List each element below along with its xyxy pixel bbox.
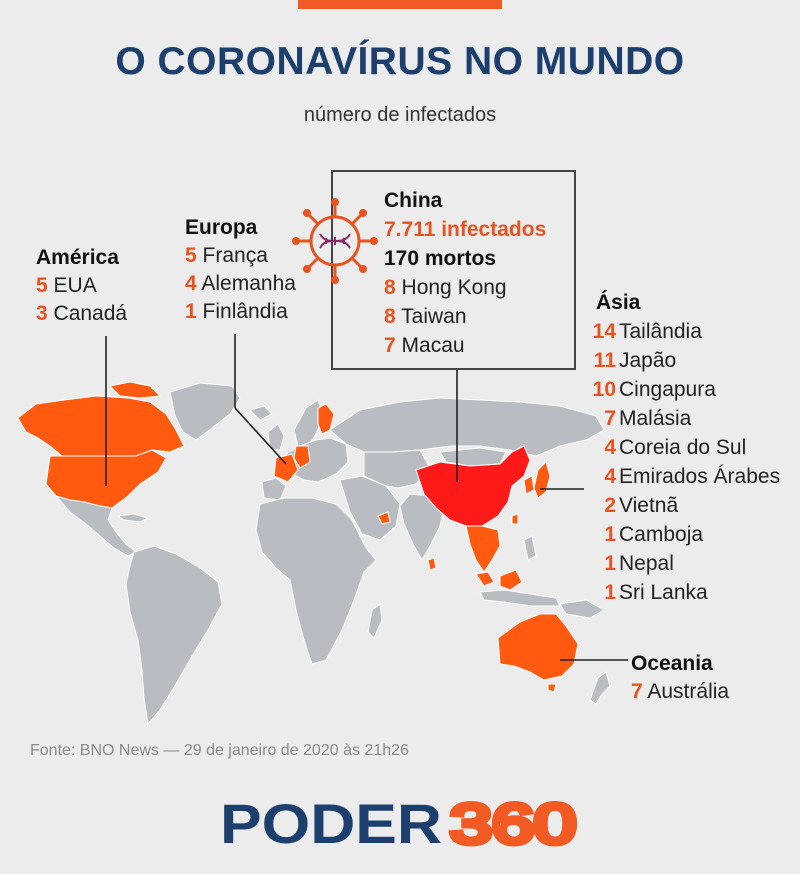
- list-item: 7 Malásia: [604, 407, 692, 430]
- america-title: América: [36, 246, 119, 269]
- europe-title: Europa: [185, 216, 258, 239]
- list-item: 1 Nepal: [604, 552, 674, 575]
- list-item: 7 Austrália: [631, 680, 730, 703]
- top-accent-bar: [298, 0, 502, 9]
- country-mexico: [55, 495, 137, 557]
- country-russia: [329, 397, 605, 457]
- virus-icon: [292, 198, 378, 284]
- list-item: 5 França: [185, 244, 268, 267]
- list-item: 14 Tailândia: [592, 320, 702, 343]
- country-new-zealand: [589, 671, 611, 705]
- country-borneo: [499, 569, 523, 591]
- list-item: 10 Cingapura: [592, 378, 716, 401]
- europe-block: Europa 5 França 4 Alemanha 1 Finlândia: [185, 214, 296, 326]
- country-greenland: [169, 382, 241, 441]
- asia-title: Ásia: [596, 291, 641, 314]
- country-africa: [255, 497, 377, 665]
- country-france: [273, 453, 299, 483]
- country-arctic-islands: [109, 381, 161, 399]
- source-note: Fonte: BNO News — 29 de janeiro de 2020 …: [30, 742, 409, 759]
- country-china: [415, 445, 531, 527]
- country-tasmania: [547, 683, 557, 693]
- country-germany: [293, 445, 311, 469]
- country-madagascar: [367, 603, 383, 639]
- america-block: América 5 EUA 3 Canadá: [36, 244, 127, 328]
- country-japan: [533, 461, 551, 499]
- country-taiwan: [511, 513, 519, 525]
- country-malaysia: [475, 571, 495, 587]
- list-item: 5 EUA: [36, 274, 97, 297]
- china-deaths: 170 mortos: [384, 247, 497, 270]
- asia-block: Ásia 14 Tailândia 11 Japão 10 Cingapura 7 Ma…: [586, 288, 780, 607]
- list-item: 7 Macau: [384, 334, 465, 357]
- logo-text-360: 360: [450, 793, 576, 853]
- logo-text-poder: PODER: [220, 793, 442, 853]
- list-item: 1 Sri Lanka: [604, 581, 708, 604]
- country-indonesia: [479, 589, 561, 607]
- oceania-block: Oceania 7 Austrália: [631, 650, 729, 706]
- country-new-guinea: [559, 599, 605, 619]
- country-canada: [17, 395, 185, 457]
- country-southeast-asia: [465, 525, 501, 573]
- country-iceland: [249, 405, 273, 421]
- country-uae: [377, 511, 391, 525]
- poder360-logo: PODER 360: [0, 789, 800, 858]
- list-item: 1 Finlândia: [185, 300, 288, 323]
- country-korea: [523, 475, 535, 495]
- list-item: 8 Hong Kong: [384, 276, 507, 299]
- logo-mark: PODER 360: [220, 789, 579, 858]
- list-item: 4 Alemanha: [185, 272, 296, 295]
- country-sri-lanka: [427, 557, 437, 571]
- oceania-title: Oceania: [631, 652, 713, 675]
- country-iberia: [261, 477, 287, 501]
- list-item: 2 Vietnã: [604, 494, 679, 517]
- country-cuba: [117, 513, 149, 523]
- country-philippines: [523, 535, 537, 561]
- list-item: 4 Coreia do Sul: [604, 436, 747, 459]
- country-australia: [497, 613, 579, 681]
- country-middle-east: [339, 475, 401, 541]
- list-item: 1 Camboja: [604, 523, 704, 546]
- page-subtitle: número de infectados: [303, 104, 497, 126]
- page-title: O CORONAVÍRUS NO MUNDO: [115, 40, 685, 83]
- leader-line-europe-2: [234, 407, 287, 465]
- china-callout-box: [331, 170, 576, 370]
- country-south-america: [125, 545, 223, 725]
- china-title: China: [384, 189, 443, 212]
- china-block: China 7.711 infectados 170 mortos 8 Hong…: [384, 186, 546, 360]
- list-item: 4 Emirados Árabes: [604, 465, 781, 488]
- list-item: 11 Japão: [593, 349, 677, 372]
- country-central-asia: [363, 449, 431, 489]
- list-item: 8 Taiwan: [384, 305, 467, 328]
- china-infected: 7.711 infectados: [384, 218, 547, 241]
- list-item: 3 Canadá: [36, 302, 128, 325]
